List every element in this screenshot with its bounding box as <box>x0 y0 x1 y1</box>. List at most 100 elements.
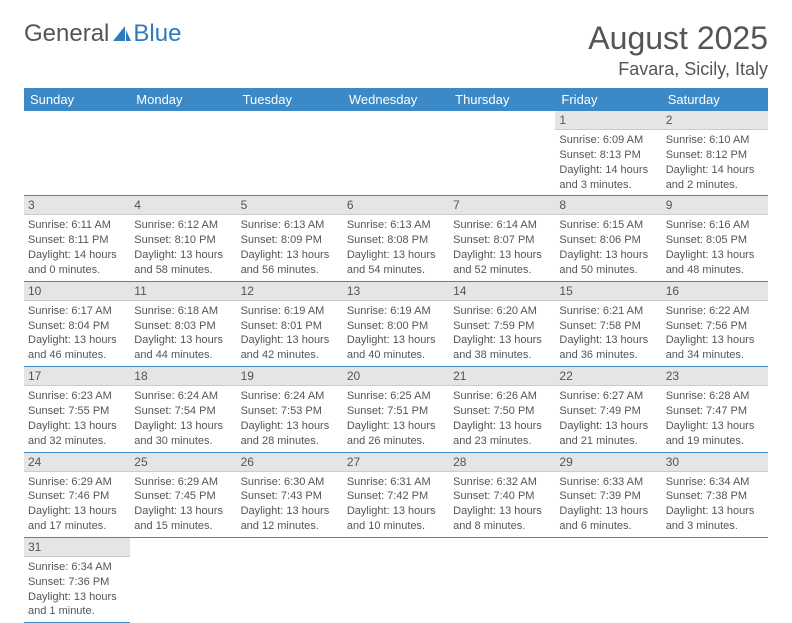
sunrise-text: Sunrise: 6:13 AM <box>347 218 445 233</box>
day-data: Sunrise: 6:24 AMSunset: 7:54 PMDaylight:… <box>130 386 236 451</box>
calendar-cell: 17Sunrise: 6:23 AMSunset: 7:55 PMDayligh… <box>24 367 130 452</box>
calendar-cell: 10Sunrise: 6:17 AMSunset: 8:04 PMDayligh… <box>24 281 130 366</box>
calendar-week: 31Sunrise: 6:34 AMSunset: 7:36 PMDayligh… <box>24 537 768 622</box>
calendar-cell: 26Sunrise: 6:30 AMSunset: 7:43 PMDayligh… <box>237 452 343 537</box>
day-data: Sunrise: 6:16 AMSunset: 8:05 PMDaylight:… <box>662 215 768 280</box>
weekday-header: Thursday <box>449 88 555 111</box>
weekday-header: Sunday <box>24 88 130 111</box>
sunset-text: Sunset: 8:06 PM <box>559 233 657 248</box>
sunset-text: Sunset: 8:08 PM <box>347 233 445 248</box>
daylight-text: Daylight: 13 hours and 1 minute. <box>28 590 126 620</box>
sunset-text: Sunset: 7:42 PM <box>347 489 445 504</box>
sunset-text: Sunset: 7:38 PM <box>666 489 764 504</box>
daylight-text: Daylight: 13 hours and 3 minutes. <box>666 504 764 534</box>
sunset-text: Sunset: 7:40 PM <box>453 489 551 504</box>
daylight-text: Daylight: 13 hours and 12 minutes. <box>241 504 339 534</box>
day-data: Sunrise: 6:34 AMSunset: 7:36 PMDaylight:… <box>24 557 130 622</box>
day-number: 16 <box>662 282 768 301</box>
logo-text-1: General <box>24 20 109 48</box>
weekday-header: Monday <box>130 88 236 111</box>
daylight-text: Daylight: 13 hours and 26 minutes. <box>347 419 445 449</box>
day-number: 12 <box>237 282 343 301</box>
calendar-body: 1Sunrise: 6:09 AMSunset: 8:13 PMDaylight… <box>24 111 768 623</box>
sunrise-text: Sunrise: 6:13 AM <box>241 218 339 233</box>
day-data: Sunrise: 6:25 AMSunset: 7:51 PMDaylight:… <box>343 386 449 451</box>
sunrise-text: Sunrise: 6:22 AM <box>666 304 764 319</box>
weekday-header: Friday <box>555 88 661 111</box>
calendar-cell <box>237 537 343 622</box>
calendar-cell: 14Sunrise: 6:20 AMSunset: 7:59 PMDayligh… <box>449 281 555 366</box>
sunset-text: Sunset: 7:51 PM <box>347 404 445 419</box>
day-number: 18 <box>130 367 236 386</box>
day-data: Sunrise: 6:29 AMSunset: 7:45 PMDaylight:… <box>130 472 236 537</box>
calendar-cell: 20Sunrise: 6:25 AMSunset: 7:51 PMDayligh… <box>343 367 449 452</box>
sunrise-text: Sunrise: 6:27 AM <box>559 389 657 404</box>
daylight-text: Daylight: 13 hours and 34 minutes. <box>666 333 764 363</box>
sunset-text: Sunset: 7:36 PM <box>28 575 126 590</box>
calendar-cell <box>130 111 236 196</box>
calendar-cell: 29Sunrise: 6:33 AMSunset: 7:39 PMDayligh… <box>555 452 661 537</box>
day-number: 13 <box>343 282 449 301</box>
day-number: 9 <box>662 196 768 215</box>
header: General Blue August 2025 Favara, Sicily,… <box>24 20 768 80</box>
day-data: Sunrise: 6:26 AMSunset: 7:50 PMDaylight:… <box>449 386 555 451</box>
sunrise-text: Sunrise: 6:34 AM <box>666 475 764 490</box>
daylight-text: Daylight: 14 hours and 0 minutes. <box>28 248 126 278</box>
sunrise-text: Sunrise: 6:09 AM <box>559 133 657 148</box>
daylight-text: Daylight: 13 hours and 48 minutes. <box>666 248 764 278</box>
daylight-text: Daylight: 13 hours and 58 minutes. <box>134 248 232 278</box>
calendar-cell <box>449 537 555 622</box>
day-number: 5 <box>237 196 343 215</box>
day-number: 27 <box>343 453 449 472</box>
weekday-header: Saturday <box>662 88 768 111</box>
calendar-head: SundayMondayTuesdayWednesdayThursdayFrid… <box>24 88 768 111</box>
day-data: Sunrise: 6:10 AMSunset: 8:12 PMDaylight:… <box>662 130 768 195</box>
day-data: Sunrise: 6:31 AMSunset: 7:42 PMDaylight:… <box>343 472 449 537</box>
daylight-text: Daylight: 13 hours and 19 minutes. <box>666 419 764 449</box>
calendar-cell <box>24 111 130 196</box>
day-number: 15 <box>555 282 661 301</box>
title-block: August 2025 Favara, Sicily, Italy <box>588 20 768 80</box>
sunrise-text: Sunrise: 6:33 AM <box>559 475 657 490</box>
calendar-cell: 25Sunrise: 6:29 AMSunset: 7:45 PMDayligh… <box>130 452 236 537</box>
daylight-text: Daylight: 13 hours and 17 minutes. <box>28 504 126 534</box>
sunrise-text: Sunrise: 6:29 AM <box>134 475 232 490</box>
sunset-text: Sunset: 8:11 PM <box>28 233 126 248</box>
sunset-text: Sunset: 8:05 PM <box>666 233 764 248</box>
daylight-text: Daylight: 13 hours and 40 minutes. <box>347 333 445 363</box>
day-data: Sunrise: 6:32 AMSunset: 7:40 PMDaylight:… <box>449 472 555 537</box>
sunrise-text: Sunrise: 6:24 AM <box>134 389 232 404</box>
day-number: 21 <box>449 367 555 386</box>
sunset-text: Sunset: 8:09 PM <box>241 233 339 248</box>
calendar-cell <box>130 537 236 622</box>
sunset-text: Sunset: 7:55 PM <box>28 404 126 419</box>
day-number: 14 <box>449 282 555 301</box>
daylight-text: Daylight: 13 hours and 10 minutes. <box>347 504 445 534</box>
daylight-text: Daylight: 14 hours and 2 minutes. <box>666 163 764 193</box>
sunrise-text: Sunrise: 6:30 AM <box>241 475 339 490</box>
location: Favara, Sicily, Italy <box>588 59 768 80</box>
sunrise-text: Sunrise: 6:24 AM <box>241 389 339 404</box>
day-data: Sunrise: 6:27 AMSunset: 7:49 PMDaylight:… <box>555 386 661 451</box>
day-number: 10 <box>24 282 130 301</box>
calendar-cell: 3Sunrise: 6:11 AMSunset: 8:11 PMDaylight… <box>24 196 130 281</box>
calendar-cell: 6Sunrise: 6:13 AMSunset: 8:08 PMDaylight… <box>343 196 449 281</box>
daylight-text: Daylight: 13 hours and 30 minutes. <box>134 419 232 449</box>
calendar-cell <box>343 537 449 622</box>
sunrise-text: Sunrise: 6:21 AM <box>559 304 657 319</box>
day-data: Sunrise: 6:30 AMSunset: 7:43 PMDaylight:… <box>237 472 343 537</box>
day-number: 31 <box>24 538 130 557</box>
sunset-text: Sunset: 7:39 PM <box>559 489 657 504</box>
day-number: 2 <box>662 111 768 130</box>
weekday-header: Wednesday <box>343 88 449 111</box>
daylight-text: Daylight: 13 hours and 50 minutes. <box>559 248 657 278</box>
day-data: Sunrise: 6:33 AMSunset: 7:39 PMDaylight:… <box>555 472 661 537</box>
calendar-cell: 22Sunrise: 6:27 AMSunset: 7:49 PMDayligh… <box>555 367 661 452</box>
sunrise-text: Sunrise: 6:28 AM <box>666 389 764 404</box>
day-number: 8 <box>555 196 661 215</box>
day-data: Sunrise: 6:20 AMSunset: 7:59 PMDaylight:… <box>449 301 555 366</box>
day-number: 7 <box>449 196 555 215</box>
day-number: 3 <box>24 196 130 215</box>
day-data: Sunrise: 6:28 AMSunset: 7:47 PMDaylight:… <box>662 386 768 451</box>
daylight-text: Daylight: 13 hours and 46 minutes. <box>28 333 126 363</box>
